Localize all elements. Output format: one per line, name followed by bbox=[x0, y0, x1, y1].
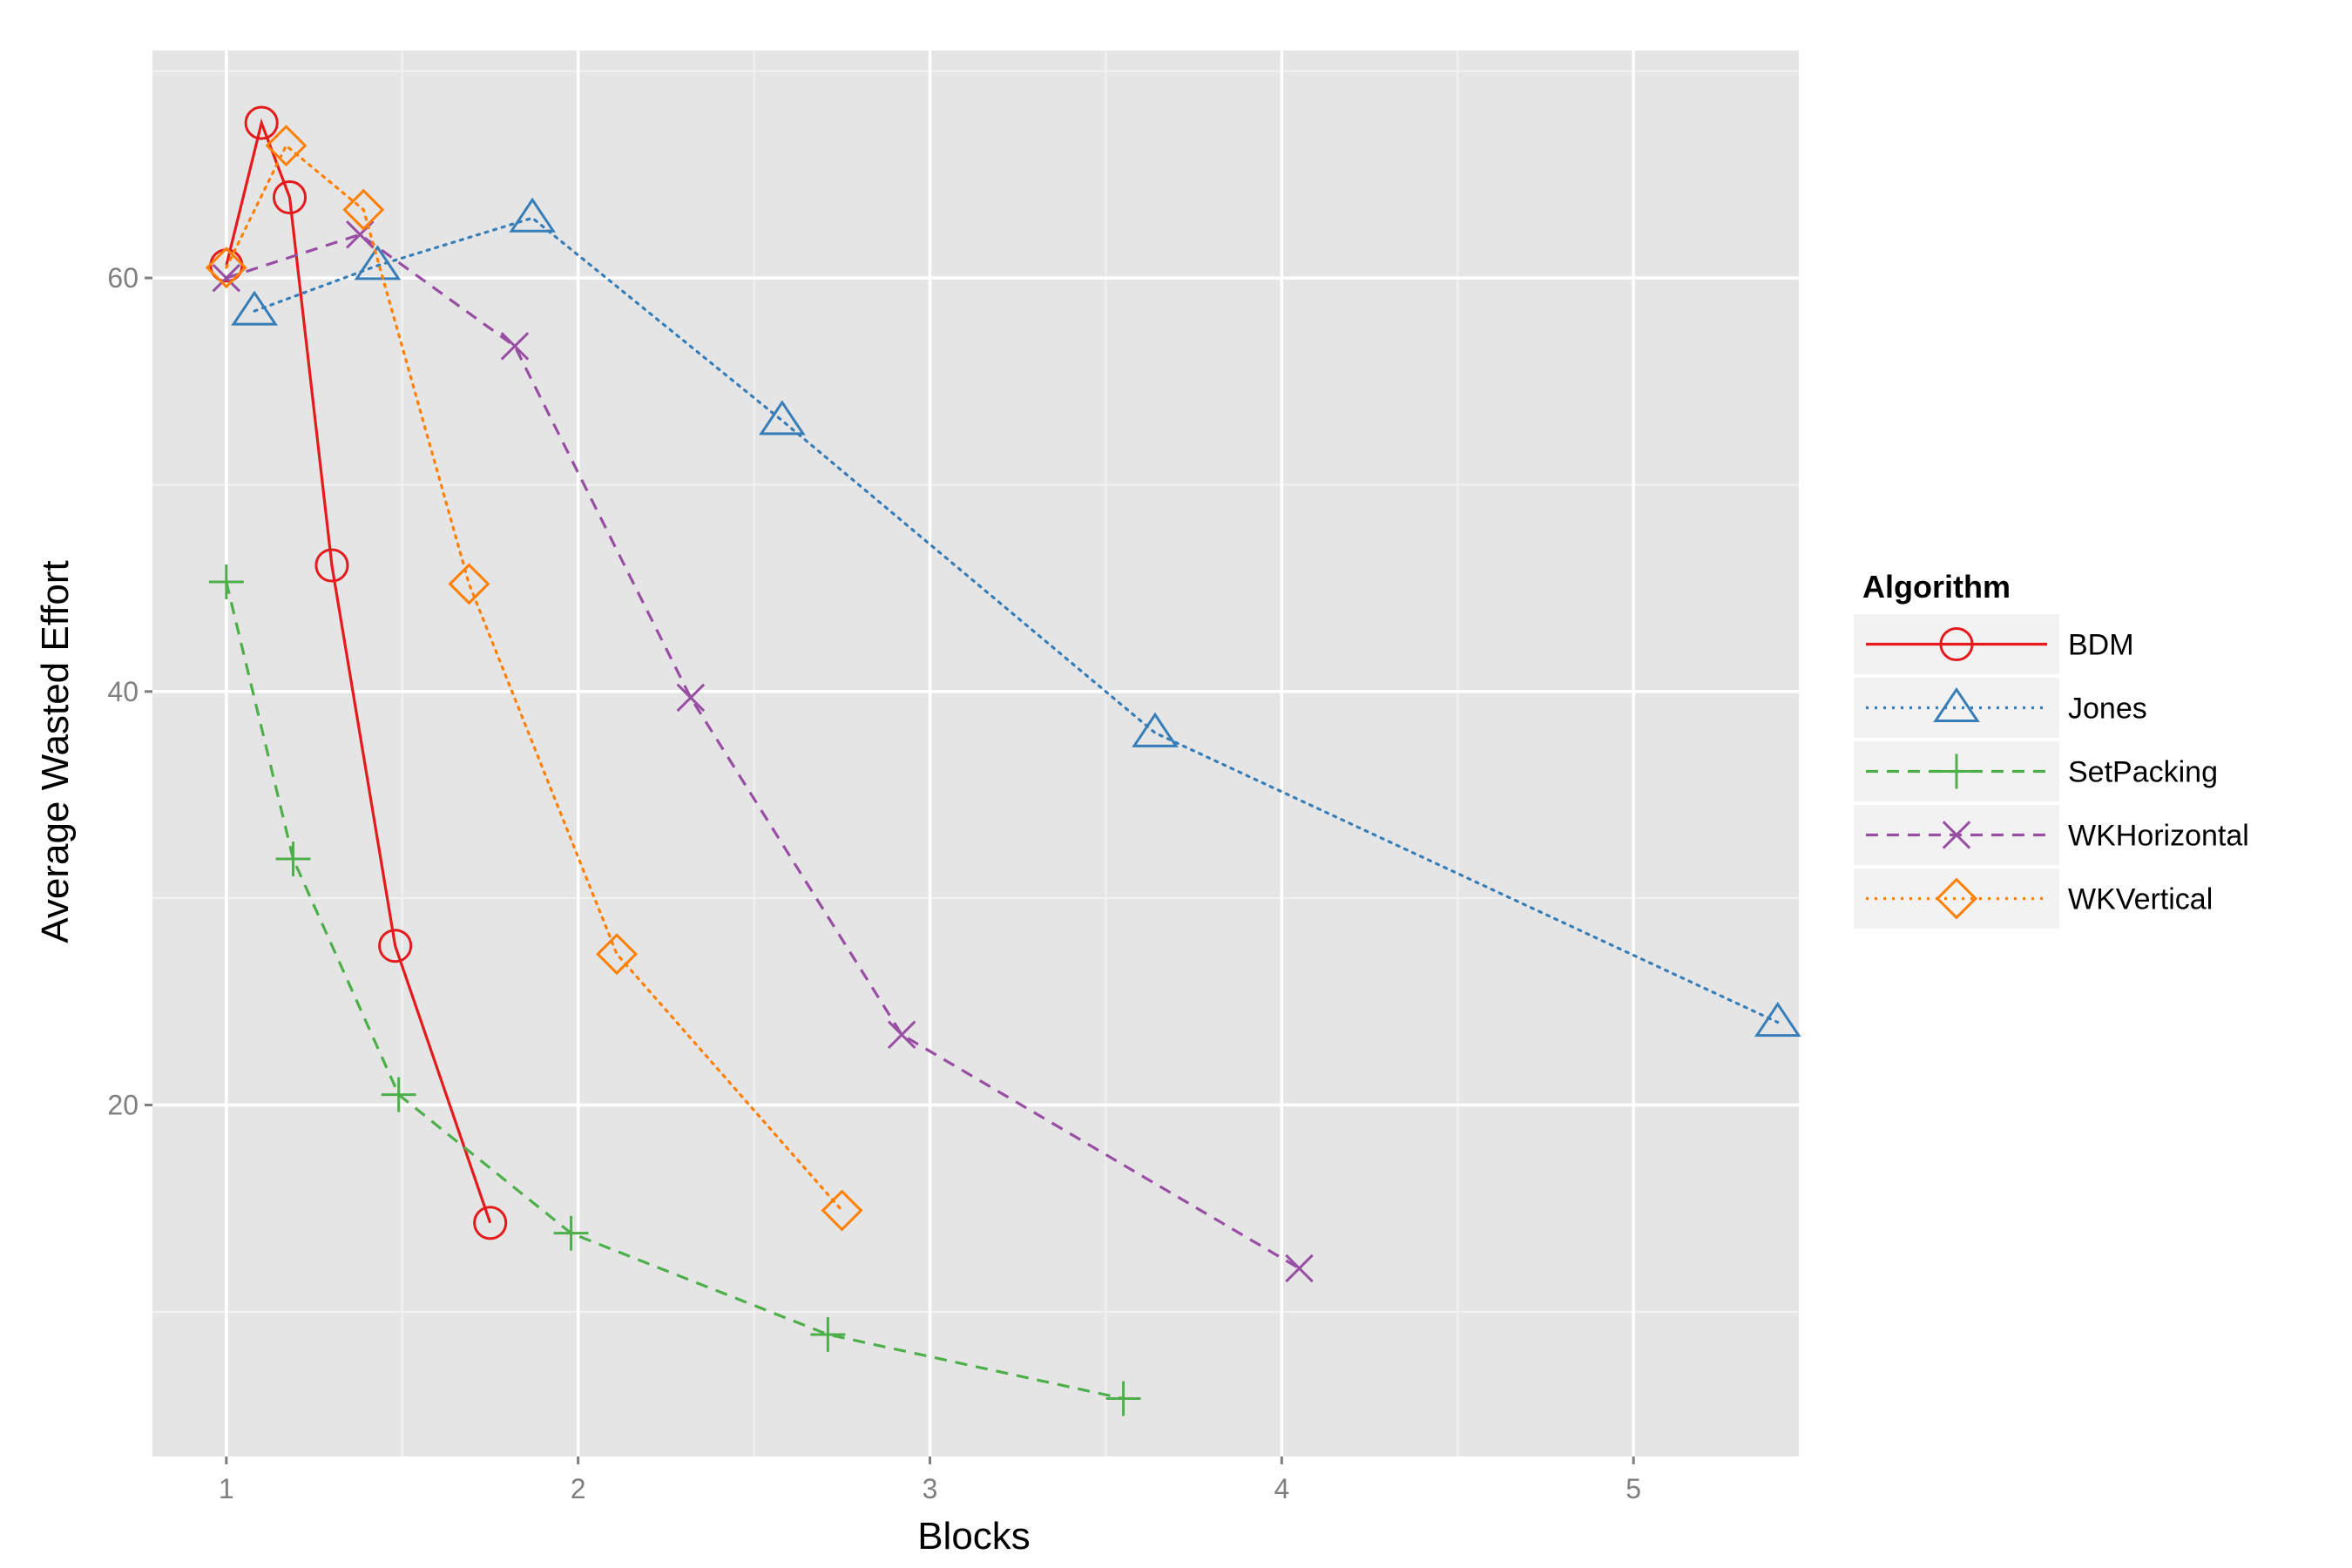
x-axis-title: Blocks bbox=[917, 1515, 1031, 1558]
series-setpacking bbox=[208, 564, 1141, 1416]
marker-circle bbox=[272, 179, 308, 215]
legend-item-setpacking: SetPacking bbox=[1854, 741, 2218, 801]
series-layer bbox=[205, 105, 1801, 1416]
marker-x bbox=[887, 1020, 916, 1050]
y-axis-title: Average Wasted Effort bbox=[34, 560, 77, 943]
marker-diamond bbox=[448, 563, 490, 605]
legend-label: WKVertical bbox=[2068, 883, 2213, 916]
marker-triangle bbox=[354, 245, 402, 280]
legend-label: SetPacking bbox=[2068, 756, 2218, 789]
marker-plus bbox=[810, 1317, 846, 1352]
legend-label: WKHorizontal bbox=[2068, 820, 2249, 853]
x-tick-label: 3 bbox=[923, 1473, 938, 1504]
x-tick-label: 1 bbox=[219, 1473, 234, 1504]
marker-circle bbox=[244, 105, 279, 140]
marker-plus bbox=[1939, 754, 1974, 789]
marker-plus bbox=[275, 841, 311, 876]
legend-item-wkhorizontal: WKHorizontal bbox=[1854, 805, 2249, 865]
marker-plus bbox=[208, 564, 244, 599]
marker-circle bbox=[473, 1206, 508, 1240]
series-line bbox=[253, 216, 1780, 1024]
legend-item-bdm: BDM bbox=[1854, 614, 2134, 674]
grid-minor bbox=[152, 51, 1799, 1456]
marker-x bbox=[500, 332, 530, 361]
marker-triangle bbox=[509, 197, 556, 233]
marker-x bbox=[1285, 1254, 1314, 1283]
series-line bbox=[225, 118, 492, 1224]
legend-item-jones: Jones bbox=[1854, 678, 2147, 738]
y-tick-label: 40 bbox=[107, 676, 139, 707]
legend-label: BDM bbox=[2068, 629, 2134, 662]
marker-x bbox=[676, 683, 706, 713]
series-jones bbox=[231, 197, 1801, 1037]
marker-plus bbox=[381, 1077, 416, 1112]
marker-triangle bbox=[1754, 1001, 1801, 1037]
legend-item-wkvertical: WKVertical bbox=[1854, 868, 2213, 929]
x-tick-label: 2 bbox=[571, 1473, 586, 1504]
marker-circle bbox=[1939, 626, 1974, 662]
y-tick-label: 60 bbox=[107, 262, 139, 294]
marker-diamond bbox=[205, 247, 247, 289]
marker-diamond bbox=[342, 188, 385, 231]
legend-title: Algorithm bbox=[1862, 569, 2011, 605]
marker-diamond bbox=[821, 1189, 863, 1232]
x-tick-label: 4 bbox=[1274, 1473, 1289, 1504]
marker-plus bbox=[1105, 1381, 1141, 1416]
marker-diamond bbox=[1936, 877, 1977, 920]
legend-label: Jones bbox=[2068, 693, 2147, 726]
legend: Algorithm BDM Jones SetPacking WKHorizontal… bbox=[1854, 569, 2249, 929]
marker-x bbox=[1942, 821, 1971, 849]
marker-diamond bbox=[596, 933, 639, 976]
marker-circle bbox=[314, 548, 349, 583]
marker-x bbox=[212, 263, 241, 293]
axes-layer: 1 2 3 4 5 20 40 60 bbox=[107, 262, 1641, 1504]
series-line bbox=[225, 581, 1124, 1401]
plot-panel bbox=[152, 51, 1799, 1456]
marker-triangle bbox=[759, 400, 806, 436]
series-line bbox=[225, 143, 844, 1213]
marker-circle bbox=[378, 929, 413, 963]
marker-triangle bbox=[1933, 686, 1980, 723]
marker-diamond bbox=[265, 125, 308, 167]
marker-triangle bbox=[1132, 712, 1179, 747]
series-wkhorizontal bbox=[212, 220, 1314, 1283]
y-tick-label: 20 bbox=[107, 1090, 139, 1121]
marker-plus bbox=[553, 1215, 589, 1251]
x-tick-label: 5 bbox=[1625, 1473, 1641, 1504]
marker-triangle bbox=[231, 290, 278, 326]
series-line bbox=[226, 233, 1301, 1270]
series-wkvertical bbox=[205, 125, 863, 1232]
